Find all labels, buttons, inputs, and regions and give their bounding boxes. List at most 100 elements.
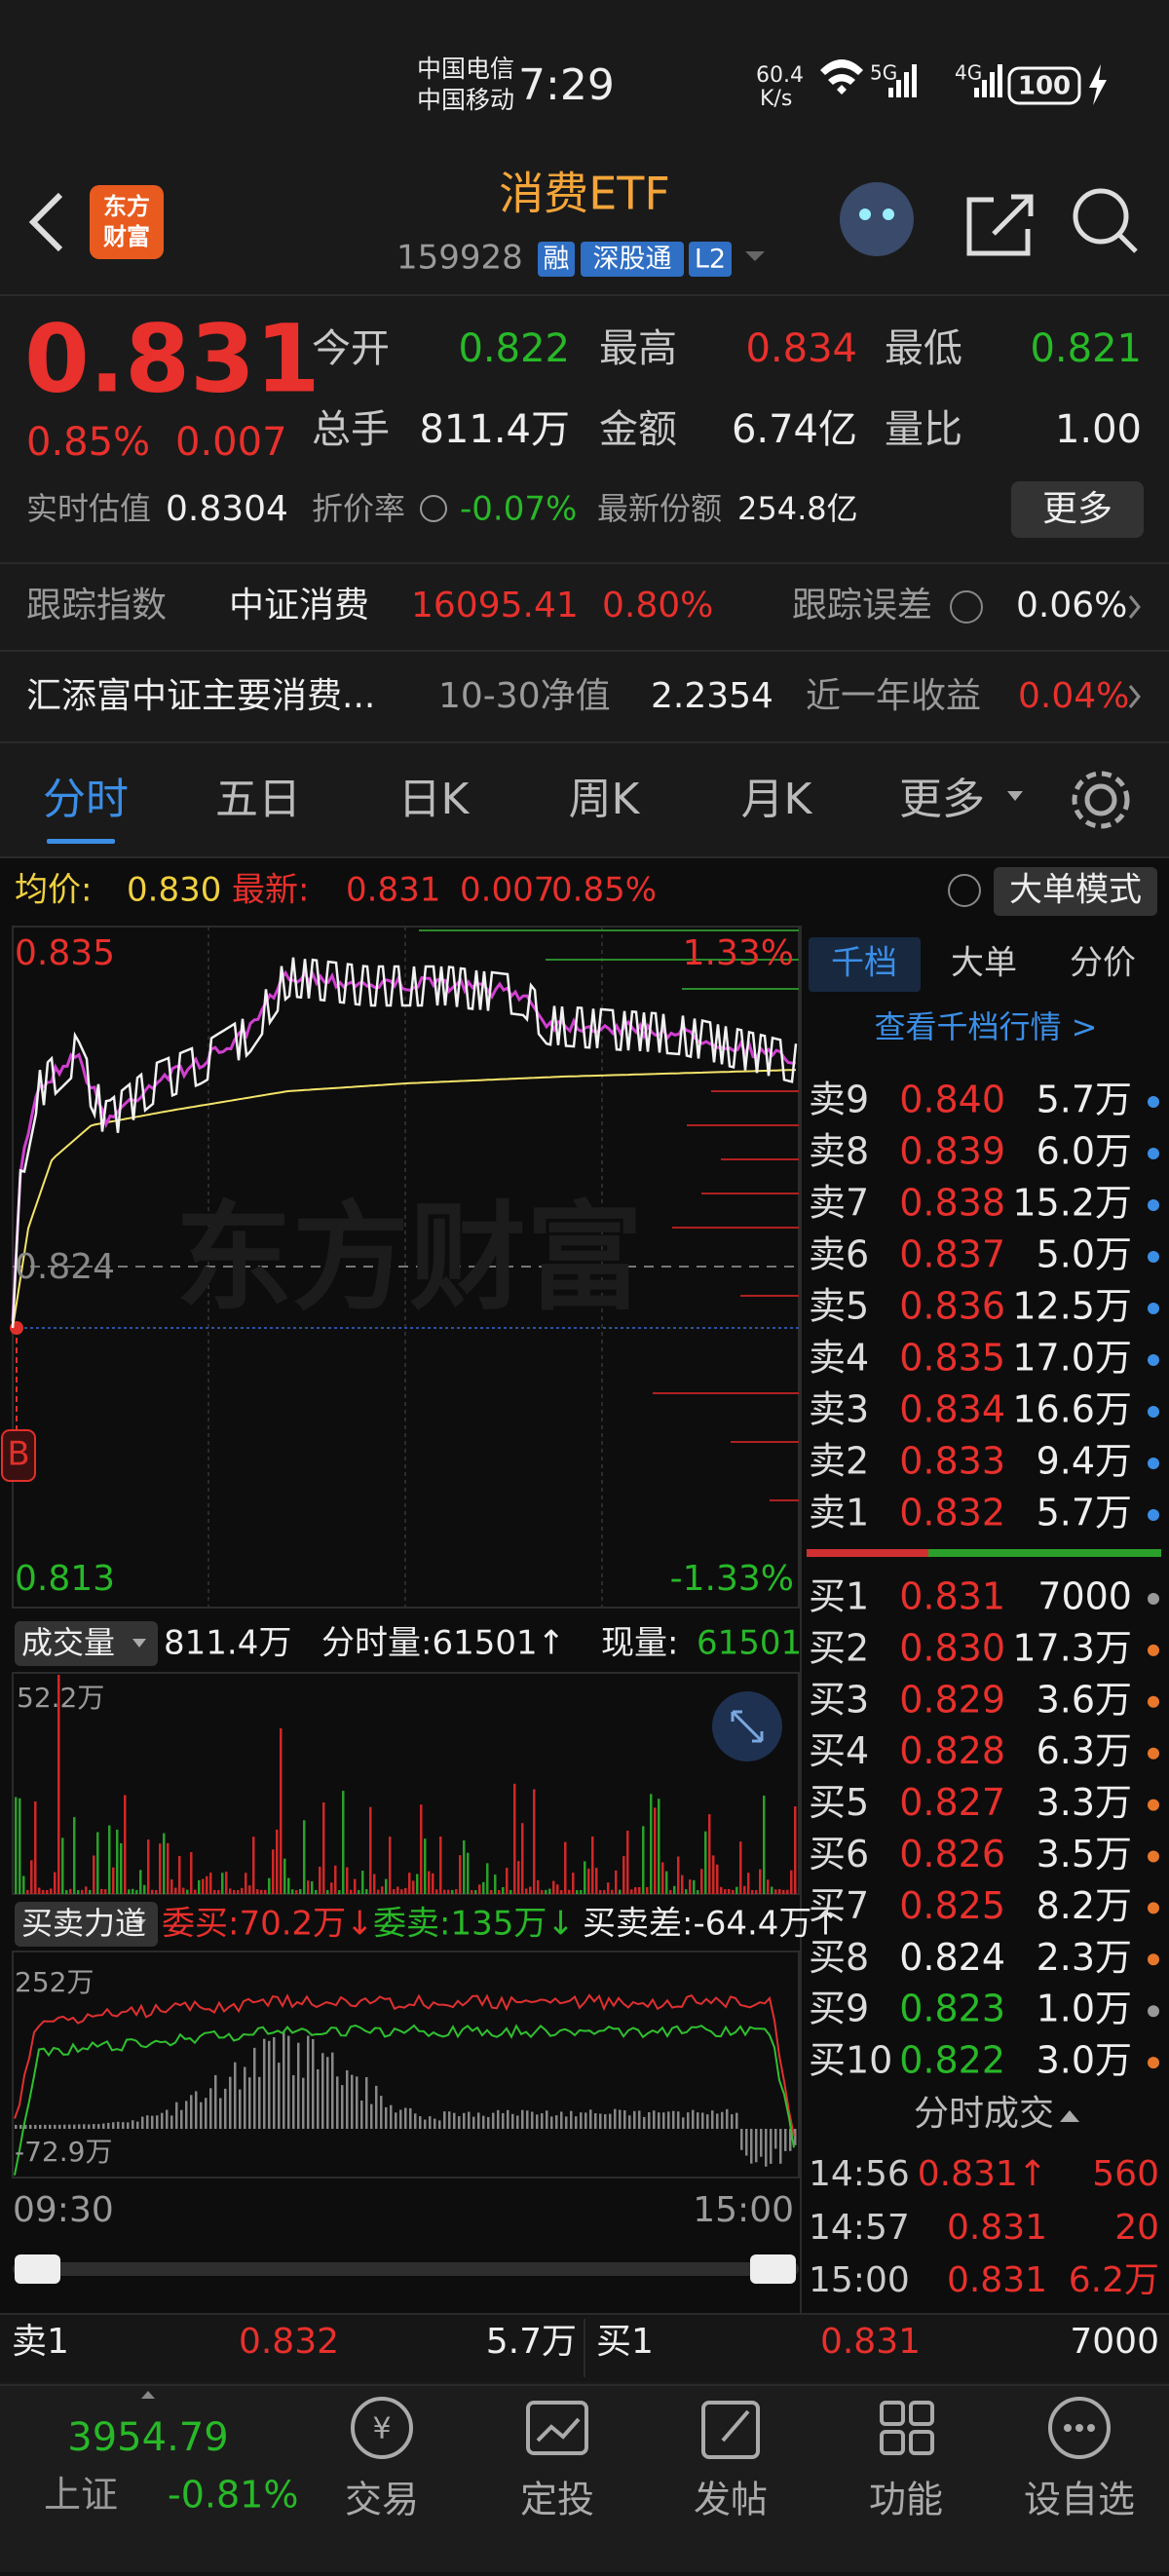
volume-bar bbox=[311, 1881, 314, 1894]
volume-bar bbox=[794, 1805, 797, 1894]
power-bar bbox=[487, 2116, 490, 2129]
nav-item[interactable]: 发帖 bbox=[694, 2479, 768, 2521]
ask-price: 0.834 bbox=[899, 1388, 1005, 1431]
volume-bar bbox=[291, 1889, 294, 1894]
volume-bar bbox=[128, 1889, 131, 1894]
volume-bar bbox=[159, 1843, 162, 1894]
ask-power-line bbox=[14, 2024, 795, 2176]
info-icon[interactable] bbox=[420, 495, 447, 522]
volume-selector[interactable] bbox=[15, 1621, 158, 1666]
power-bar bbox=[127, 2122, 130, 2129]
power-bar bbox=[448, 2111, 451, 2129]
more-button[interactable] bbox=[1011, 481, 1144, 538]
more-button-text[interactable]: 更多 bbox=[1042, 489, 1112, 529]
book-tab[interactable]: 分价 bbox=[1070, 944, 1136, 983]
fund-name: 汇添富中证主要消费... bbox=[26, 676, 375, 716]
chart-tab[interactable]: 更多 bbox=[899, 775, 985, 824]
book-tab[interactable]: 大单 bbox=[951, 944, 1017, 983]
chart-tab[interactable]: 月K bbox=[741, 775, 813, 824]
field-label: 量比 bbox=[885, 407, 962, 452]
power-bar bbox=[521, 2109, 524, 2129]
nav-item[interactable]: 设自选 bbox=[1024, 2479, 1135, 2521]
volume-bar bbox=[677, 1856, 680, 1894]
bid-dot bbox=[1148, 2005, 1159, 2018]
chart-tab[interactable]: 五日 bbox=[215, 775, 301, 824]
trade-volume: 20 bbox=[1114, 2208, 1159, 2248]
nav-icons bbox=[351, 2397, 1111, 2459]
power-bar bbox=[516, 2115, 519, 2129]
ask1-label: 卖1 bbox=[12, 2322, 69, 2362]
power-bar bbox=[550, 2116, 553, 2129]
volume-bar bbox=[693, 1879, 696, 1894]
premium-label: 折价率 bbox=[312, 490, 405, 527]
nav-item[interactable]: 定投 bbox=[520, 2479, 594, 2521]
book-tab[interactable]: 千档 bbox=[831, 944, 897, 983]
volume-bar bbox=[34, 1801, 37, 1894]
nav-item[interactable]: 功能 bbox=[869, 2479, 943, 2521]
search-button[interactable] bbox=[1073, 188, 1138, 253]
volume-bar bbox=[728, 1888, 731, 1894]
volume-bar bbox=[591, 1836, 594, 1894]
nav-index-value[interactable]: 3954.79 bbox=[67, 2415, 228, 2460]
power-bar bbox=[502, 2112, 505, 2129]
price-grid bbox=[12, 926, 800, 1609]
volume-bar bbox=[622, 1856, 625, 1894]
slider-handle[interactable] bbox=[15, 2254, 60, 2284]
slider-track[interactable] bbox=[13, 2262, 799, 2276]
volume-selector-text[interactable]: 成交量 bbox=[21, 1624, 115, 1661]
chart-tab[interactable]: 周K bbox=[569, 775, 641, 824]
volume-bar bbox=[112, 1867, 115, 1894]
separators bbox=[0, 294, 1169, 2386]
power-bar bbox=[468, 2111, 471, 2129]
mode-button[interactable] bbox=[994, 867, 1157, 916]
chart-tab[interactable]: 日K bbox=[398, 775, 471, 824]
back-button[interactable] bbox=[28, 192, 63, 252]
chart-tab[interactable]: 分时 bbox=[43, 775, 129, 824]
more-dropdown[interactable] bbox=[1007, 791, 1023, 801]
slider-handle[interactable] bbox=[750, 2254, 796, 2284]
watermark: 东方财富 bbox=[175, 1192, 643, 1327]
volume-bar bbox=[650, 1794, 653, 1894]
power-selector[interactable] bbox=[15, 1902, 158, 1947]
volume-bar bbox=[607, 1882, 610, 1894]
volume-bar bbox=[634, 1887, 637, 1894]
power-bar bbox=[244, 2066, 246, 2129]
book-link[interactable]: 查看千档行情 > bbox=[875, 1008, 1098, 1045]
power-selector-text[interactable]: 买卖力道 bbox=[21, 1905, 146, 1942]
premium: -0.07% bbox=[460, 490, 577, 529]
volume-bar bbox=[350, 1889, 353, 1894]
volume-bar bbox=[174, 1887, 177, 1894]
current-volume: 61501 bbox=[697, 1624, 802, 1663]
volume-bar bbox=[420, 1804, 423, 1894]
volume-bar bbox=[77, 1890, 80, 1894]
ask-volume: 15.2万 bbox=[1012, 1182, 1132, 1225]
ask-volume: 9.4万 bbox=[1037, 1440, 1132, 1483]
power-bar bbox=[185, 2101, 188, 2129]
power-bar bbox=[531, 2111, 534, 2129]
power-bar bbox=[317, 2069, 320, 2129]
volume-bar bbox=[412, 1880, 415, 1894]
avg-line bbox=[12, 1069, 797, 1329]
power-bar bbox=[414, 2113, 417, 2129]
help-icon[interactable] bbox=[948, 874, 981, 907]
share-button[interactable] bbox=[966, 194, 1034, 256]
help-icon[interactable] bbox=[950, 590, 983, 624]
ask-price: 0.840 bbox=[899, 1079, 1005, 1121]
nav-item[interactable]: 交易 bbox=[345, 2479, 419, 2521]
volume-bar bbox=[241, 1887, 244, 1894]
nav-index-change[interactable]: -0.81% bbox=[168, 2474, 298, 2517]
bid-price: 0.829 bbox=[899, 1678, 1005, 1721]
power-bar bbox=[219, 2098, 222, 2129]
assistant-avatar[interactable] bbox=[840, 182, 914, 256]
mode-button-text[interactable]: 大单模式 bbox=[1009, 871, 1142, 910]
settings-button[interactable] bbox=[1072, 771, 1130, 829]
nav-index-name[interactable]: 上证 bbox=[44, 2474, 118, 2517]
code-dropdown[interactable] bbox=[745, 251, 765, 261]
ask-label: 卖8 bbox=[809, 1130, 869, 1173]
carrier: 中国电信 bbox=[417, 55, 514, 83]
iopv-label: 实时估值 bbox=[26, 490, 151, 527]
volume-bar bbox=[178, 1855, 181, 1894]
volume-bar bbox=[646, 1886, 649, 1894]
ask-label: 卖3 bbox=[809, 1388, 869, 1431]
network: 4G bbox=[955, 61, 982, 85]
